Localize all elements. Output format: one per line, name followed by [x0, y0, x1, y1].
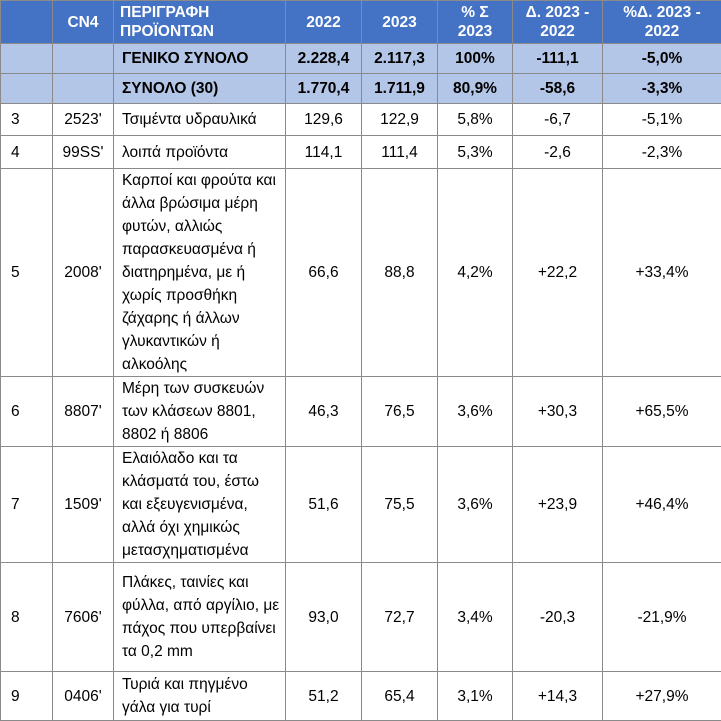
- cell-cn4: 7606': [53, 563, 114, 672]
- header-share: % Σ 2023: [438, 1, 513, 44]
- cell-pct-delta: +33,4%: [603, 169, 721, 377]
- cell-description: Καρποί και φρούτα και άλλα βρώσιμα μέρη …: [114, 169, 286, 377]
- summary-row-total-30: ΣΥΝΟΛΟ (30) 1.770,4 1.711,9 80,9% -58,6 …: [1, 74, 721, 104]
- cell-num: 5: [1, 169, 53, 377]
- cell-2022: 2.228,4: [286, 44, 362, 74]
- cell-2023: 2.117,3: [362, 44, 438, 74]
- cell-pct-delta: -3,3%: [603, 74, 721, 104]
- cell-delta: -2,6: [513, 136, 603, 169]
- cell-delta: +14,3: [513, 672, 603, 721]
- cell-delta: +30,3: [513, 377, 603, 447]
- cell-2022: 51,6: [286, 447, 362, 563]
- cell-2023: 65,4: [362, 672, 438, 721]
- cell-cn4: 2523': [53, 104, 114, 136]
- cell-cn4: [53, 74, 114, 104]
- cell-2023: 1.711,9: [362, 74, 438, 104]
- cell-cn4: 1509': [53, 447, 114, 563]
- cell-delta: +22,2: [513, 169, 603, 377]
- table-row: 6 8807' Μέρη των συσκευών των κλάσεων 88…: [1, 377, 721, 447]
- cell-delta: -20,3: [513, 563, 603, 672]
- cell-pct-delta: -5,0%: [603, 44, 721, 74]
- header-pct-delta: %Δ. 2023 - 2022: [603, 1, 721, 44]
- cell-delta: +23,9: [513, 447, 603, 563]
- cell-num: 4: [1, 136, 53, 169]
- cell-2022: 46,3: [286, 377, 362, 447]
- cell-cn4: [53, 44, 114, 74]
- cell-num: [1, 44, 53, 74]
- cell-description: ΓΕΝΙΚΟ ΣΥΝΟΛΟ: [114, 44, 286, 74]
- cell-cn4: 99SS': [53, 136, 114, 169]
- cell-num: 9: [1, 672, 53, 721]
- cell-share: 3,1%: [438, 672, 513, 721]
- cell-2023: 72,7: [362, 563, 438, 672]
- cell-share: 100%: [438, 44, 513, 74]
- header-delta: Δ. 2023 - 2022: [513, 1, 603, 44]
- cell-pct-delta: +65,5%: [603, 377, 721, 447]
- cell-delta: -58,6: [513, 74, 603, 104]
- cell-delta: -6,7: [513, 104, 603, 136]
- cell-num: 6: [1, 377, 53, 447]
- cell-num: 3: [1, 104, 53, 136]
- cell-description: Πλάκες, ταινίες και φύλλα, από αργίλιο, …: [114, 563, 286, 672]
- header-2022: 2022: [286, 1, 362, 44]
- table-row: 8 7606' Πλάκες, ταινίες και φύλλα, από α…: [1, 563, 721, 672]
- cell-share: 3,6%: [438, 447, 513, 563]
- cell-2022: 129,6: [286, 104, 362, 136]
- cell-num: [1, 74, 53, 104]
- table-row: 5 2008' Καρποί και φρούτα και άλλα βρώσι…: [1, 169, 721, 377]
- summary-row-grand-total: ΓΕΝΙΚΟ ΣΥΝΟΛΟ 2.228,4 2.117,3 100% -111,…: [1, 44, 721, 74]
- cell-description: Τυριά και πηγμένο γάλα για τυρί: [114, 672, 286, 721]
- cell-2022: 51,2: [286, 672, 362, 721]
- cell-description: Τσιμέντα υδραυλικά: [114, 104, 286, 136]
- cell-2023: 111,4: [362, 136, 438, 169]
- cell-cn4: 8807': [53, 377, 114, 447]
- cell-delta: -111,1: [513, 44, 603, 74]
- cell-share: 4,2%: [438, 169, 513, 377]
- cell-num: 8: [1, 563, 53, 672]
- cell-num: 7: [1, 447, 53, 563]
- cell-share: 5,3%: [438, 136, 513, 169]
- cell-cn4: 2008': [53, 169, 114, 377]
- cell-cn4: 0406': [53, 672, 114, 721]
- cell-description: Μέρη των συσκευών των κλάσεων 8801, 8802…: [114, 377, 286, 447]
- table-header-row: CN4 ΠΕΡΙΓΡΑΦΗ ΠΡΟΪΟΝΤΩΝ 2022 2023 % Σ 20…: [1, 1, 721, 44]
- header-num: [1, 1, 53, 44]
- cell-2022: 114,1: [286, 136, 362, 169]
- table-row: 9 0406' Τυριά και πηγμένο γάλα για τυρί …: [1, 672, 721, 721]
- cell-share: 3,4%: [438, 563, 513, 672]
- cell-description: Ελαιόλαδο και τα κλάσματά του, έστω και …: [114, 447, 286, 563]
- cell-2022: 1.770,4: [286, 74, 362, 104]
- cell-pct-delta: -5,1%: [603, 104, 721, 136]
- cell-2023: 88,8: [362, 169, 438, 377]
- header-description: ΠΕΡΙΓΡΑΦΗ ΠΡΟΪΟΝΤΩΝ: [114, 1, 286, 44]
- cell-share: 3,6%: [438, 377, 513, 447]
- header-2023: 2023: [362, 1, 438, 44]
- cell-share: 5,8%: [438, 104, 513, 136]
- cell-2022: 93,0: [286, 563, 362, 672]
- cell-description: λοιπά προϊόντα: [114, 136, 286, 169]
- cell-description: ΣΥΝΟΛΟ (30): [114, 74, 286, 104]
- cell-pct-delta: -2,3%: [603, 136, 721, 169]
- cell-share: 80,9%: [438, 74, 513, 104]
- cell-2022: 66,6: [286, 169, 362, 377]
- cell-pct-delta: +27,9%: [603, 672, 721, 721]
- cell-2023: 76,5: [362, 377, 438, 447]
- cell-pct-delta: +46,4%: [603, 447, 721, 563]
- cell-2023: 75,5: [362, 447, 438, 563]
- table-row: 4 99SS' λοιπά προϊόντα 114,1 111,4 5,3% …: [1, 136, 721, 169]
- cell-pct-delta: -21,9%: [603, 563, 721, 672]
- cell-2023: 122,9: [362, 104, 438, 136]
- table-row: 7 1509' Ελαιόλαδο και τα κλάσματά του, έ…: [1, 447, 721, 563]
- table-row: 3 2523' Τσιμέντα υδραυλικά 129,6 122,9 5…: [1, 104, 721, 136]
- header-cn4: CN4: [53, 1, 114, 44]
